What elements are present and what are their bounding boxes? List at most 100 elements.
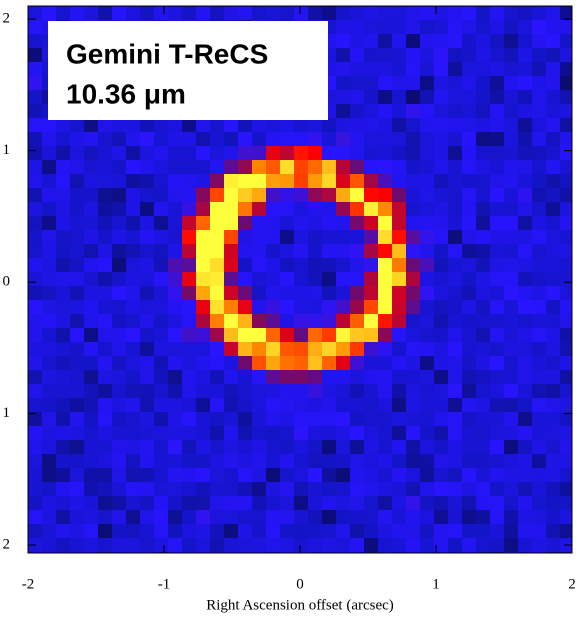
pixel <box>518 370 532 384</box>
pixel <box>462 384 476 398</box>
pixel <box>392 314 406 328</box>
pixel <box>336 76 350 90</box>
pixel <box>322 454 336 468</box>
pixel <box>350 384 364 398</box>
pixel <box>490 454 504 468</box>
pixel <box>504 426 518 440</box>
pixel <box>560 258 572 272</box>
pixel <box>546 48 560 62</box>
pixel <box>350 258 364 272</box>
pixel <box>140 426 154 440</box>
pixel <box>140 398 154 412</box>
pixel <box>532 384 546 398</box>
pixel <box>168 6 182 20</box>
pixel <box>154 370 168 384</box>
pixel <box>350 62 364 76</box>
pixel <box>126 342 140 356</box>
pixel <box>84 132 98 146</box>
pixel <box>210 356 224 370</box>
pixel <box>406 160 420 174</box>
pixel <box>112 426 126 440</box>
pixel <box>322 188 336 202</box>
pixel <box>266 482 280 496</box>
pixel <box>294 286 308 300</box>
pixel <box>420 468 434 482</box>
pixel <box>56 496 70 510</box>
pixel <box>168 230 182 244</box>
pixel <box>70 356 84 370</box>
pixel <box>224 132 238 146</box>
pixel <box>182 524 196 538</box>
pixel <box>126 454 140 468</box>
pixel <box>392 76 406 90</box>
y-tick-label: 1 <box>3 405 11 421</box>
pixel <box>70 188 84 202</box>
pixel <box>364 426 378 440</box>
pixel <box>112 328 126 342</box>
pixel <box>224 286 238 300</box>
pixel <box>462 342 476 356</box>
pixel <box>364 76 378 90</box>
pixel <box>84 118 98 132</box>
pixel <box>364 342 378 356</box>
pixel <box>476 76 490 90</box>
pixel <box>490 258 504 272</box>
pixel <box>546 398 560 412</box>
pixel <box>42 6 56 20</box>
pixel <box>420 496 434 510</box>
pixel <box>210 468 224 482</box>
pixel <box>168 300 182 314</box>
pixel <box>546 426 560 440</box>
pixel <box>308 328 322 342</box>
pixel <box>224 6 238 20</box>
pixel <box>490 384 504 398</box>
pixel <box>336 454 350 468</box>
pixel <box>224 342 238 356</box>
pixel <box>252 146 266 160</box>
pixel <box>532 62 546 76</box>
pixel <box>518 342 532 356</box>
pixel <box>546 496 560 510</box>
pixel <box>350 48 364 62</box>
pixel <box>126 174 140 188</box>
pixel <box>168 482 182 496</box>
pixel <box>392 258 406 272</box>
pixel <box>252 398 266 412</box>
pixel <box>434 328 448 342</box>
pixel <box>308 468 322 482</box>
pixel <box>560 230 572 244</box>
pixel <box>364 202 378 216</box>
pixel <box>224 412 238 426</box>
pixel <box>518 90 532 104</box>
pixel <box>364 118 378 132</box>
pixel <box>168 244 182 258</box>
y-tick-label: 2 <box>3 537 11 553</box>
pixel <box>518 398 532 412</box>
pixel <box>420 538 434 552</box>
pixel <box>560 34 572 48</box>
pixel <box>196 342 210 356</box>
pixel <box>252 412 266 426</box>
pixel <box>350 314 364 328</box>
pixel <box>98 174 112 188</box>
pixel <box>84 314 98 328</box>
pixel <box>266 538 280 552</box>
pixel <box>140 370 154 384</box>
pixel <box>434 76 448 90</box>
pixel <box>294 314 308 328</box>
pixel <box>42 524 56 538</box>
pixel <box>476 174 490 188</box>
pixel <box>420 328 434 342</box>
pixel <box>476 300 490 314</box>
pixel <box>42 496 56 510</box>
pixel <box>196 174 210 188</box>
pixel <box>196 188 210 202</box>
pixel <box>350 440 364 454</box>
pixel <box>196 496 210 510</box>
pixel <box>336 174 350 188</box>
pixel <box>182 132 196 146</box>
pixel <box>28 62 42 76</box>
pixel <box>140 356 154 370</box>
pixel <box>252 244 266 258</box>
pixel <box>56 132 70 146</box>
